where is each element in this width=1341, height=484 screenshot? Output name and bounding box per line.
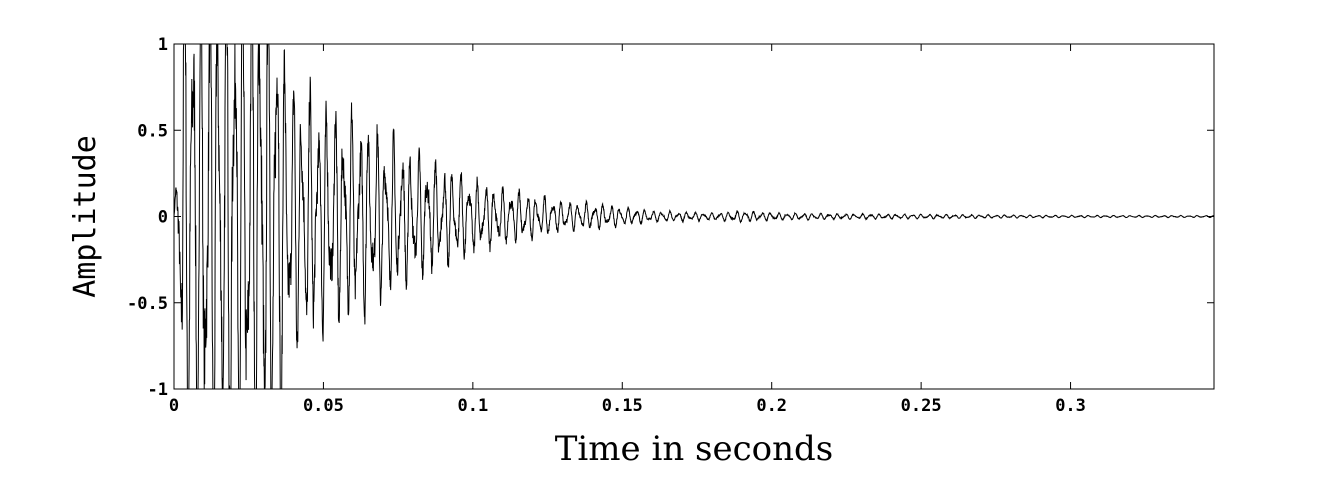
x-tick-label: 0.3: [1055, 396, 1086, 416]
series-line: [173, 43, 1215, 390]
y-tick-label: 1: [158, 35, 168, 55]
x-tick-label: 0.05: [303, 396, 344, 416]
y-tick-label: -0.5: [127, 294, 168, 314]
y-axis-label: Amplitude: [68, 135, 103, 298]
y-tick-label: 0.5: [137, 121, 168, 141]
plot-area: 0 0.05 0.1 0.15 0.2 0.25 0.3 1 0.5 0 -0.5 -1: [127, 35, 1215, 416]
x-tick-label: 0.25: [901, 396, 942, 416]
x-axis-ticks: 0 0.05 0.1 0.15 0.2 0.25 0.3: [169, 44, 1086, 416]
x-axis-label: Time in seconds: [555, 429, 834, 469]
y-axis-ticks: 1 0.5 0 -0.5 -1: [127, 35, 1214, 400]
x-tick-label: 0.1: [457, 396, 488, 416]
series-group: [173, 43, 1215, 390]
x-tick-label: 0.15: [602, 396, 643, 416]
y-tick-label: -1: [148, 380, 168, 400]
x-tick-label: 0: [169, 396, 179, 416]
y-tick-label: 0: [158, 208, 168, 228]
x-tick-label: 0.2: [756, 396, 787, 416]
